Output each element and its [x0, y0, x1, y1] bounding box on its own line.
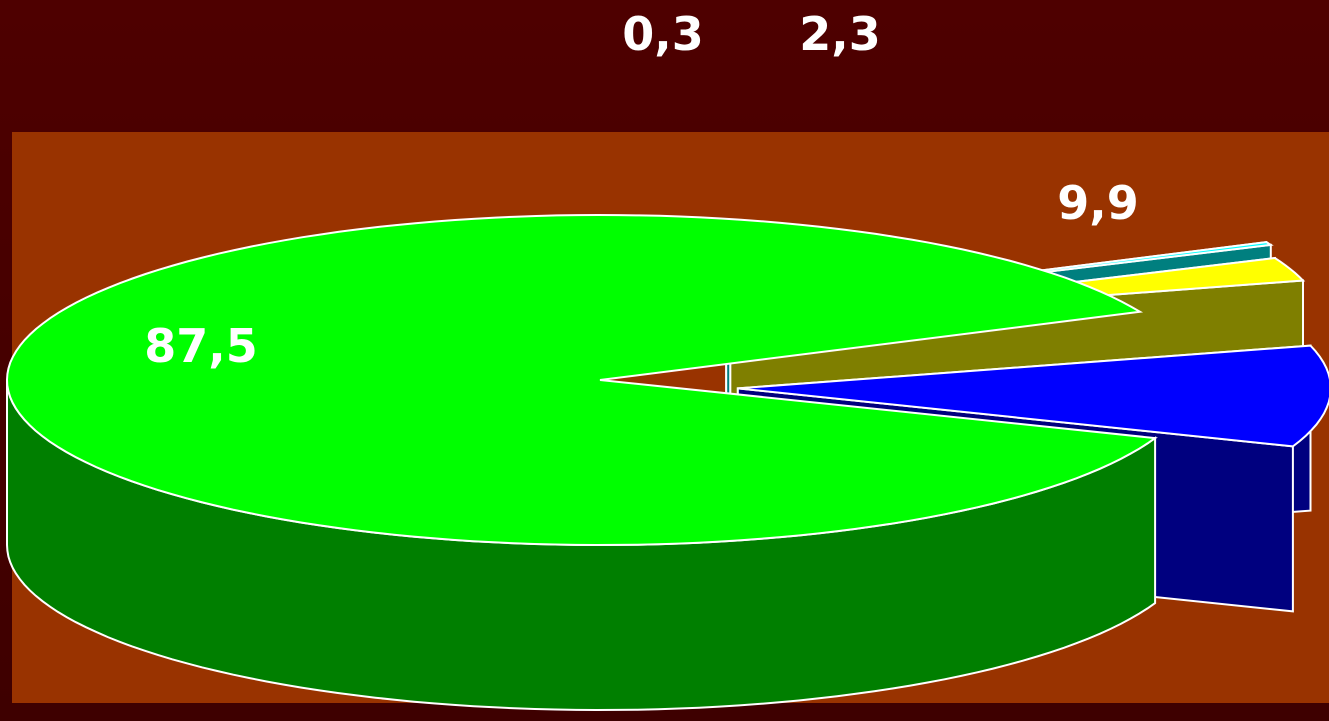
labels-layer: 87,5 0,3 2,3 9,9	[144, 7, 1139, 373]
data-label-9-9: 9,9	[1057, 176, 1139, 230]
pie-slice-87-5	[5, 213, 1158, 712]
slice-top	[737, 344, 1329, 448]
slice-top	[5, 213, 1158, 547]
data-label-0-3: 0,3	[622, 7, 704, 61]
data-label-2-3: 2,3	[799, 7, 881, 61]
slices-layer	[5, 213, 1329, 712]
data-label-87-5: 87,5	[144, 319, 258, 373]
